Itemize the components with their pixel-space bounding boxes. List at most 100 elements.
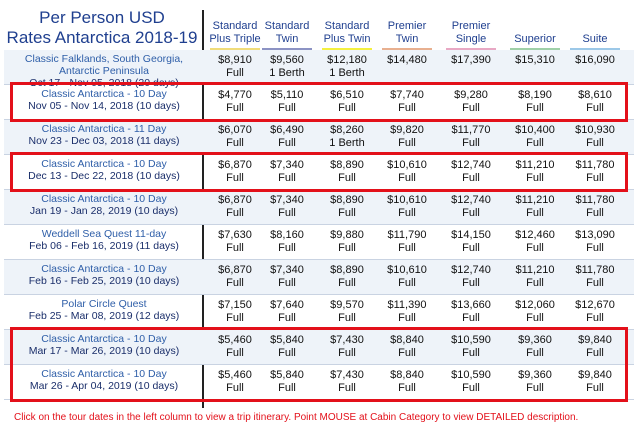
availability-status: Full	[586, 207, 604, 219]
price-cell: $14,150 Full	[442, 229, 500, 255]
price-cell: $8,190 Full	[506, 89, 564, 115]
tour-dates[interactable]: Feb 16 - Feb 25, 2019 (10 days)	[28, 275, 180, 287]
price-value: $16,090	[575, 54, 615, 66]
tour-link[interactable]: Classic Antarctica - 10 Day Nov 05 - Nov …	[8, 88, 200, 112]
tour-dates[interactable]: Dec 13 - Dec 22, 2018 (10 days)	[28, 170, 180, 182]
tour-name: Classic Antarctica - 10 Day	[41, 368, 167, 380]
tour-link[interactable]: Classic Antarctica - 10 Day Dec 13 - Dec …	[8, 158, 200, 182]
tour-dates[interactable]: Nov 05 - Nov 14, 2018 (10 days)	[28, 100, 180, 112]
tour-link[interactable]: Classic Antarctica - 10 Day Mar 17 - Mar …	[8, 333, 200, 357]
availability-status: Full	[226, 172, 244, 184]
cabin-category-header[interactable]: Superior	[506, 12, 564, 54]
tour-dates[interactable]: Nov 23 - Dec 03, 2018 (11 days)	[28, 135, 180, 147]
tour-dates[interactable]: Jan 19 - Jan 28, 2019 (10 days)	[29, 205, 179, 217]
tour-link[interactable]: Polar Circle Quest Feb 25 - Mar 08, 2019 …	[8, 298, 200, 322]
price-cell: $4,770 Full	[206, 89, 264, 115]
tour-link[interactable]: Classic Antarctica - 10 Day Mar 26 - Apr …	[8, 368, 200, 392]
price-cell: $9,840 Full	[566, 369, 624, 395]
availability-status: Full	[278, 242, 296, 254]
price-value: $12,740	[451, 159, 491, 171]
availability-status: Full	[586, 347, 604, 359]
tour-link[interactable]: Classic Antarctica - 10 Day Feb 16 - Feb …	[8, 263, 200, 287]
availability-status: Full	[398, 137, 416, 149]
price-value: $8,840	[390, 369, 424, 381]
availability-status: Full	[586, 172, 604, 184]
availability-status: Full	[226, 242, 244, 254]
tour-dates[interactable]: Mar 26 - Apr 04, 2019 (10 days)	[29, 380, 179, 392]
cabin-category-header[interactable]: Standard Twin	[258, 12, 316, 54]
cabin-category-header[interactable]: Premier Single	[442, 12, 500, 54]
price-cell: $10,610 Full	[378, 264, 436, 290]
cabin-category-header[interactable]: Standard Plus Twin	[318, 12, 376, 54]
table-row: Classic Antarctica - 11 Day Nov 23 - Dec …	[4, 120, 634, 155]
tour-dates[interactable]: Mar 17 - Mar 26, 2019 (10 days)	[28, 345, 180, 357]
cabin-category-header[interactable]: Suite	[566, 12, 624, 54]
table-row: Weddell Sea Quest 11-day Feb 06 - Feb 16,…	[4, 225, 634, 260]
price-value: $14,480	[387, 54, 427, 66]
availability-status: Full	[526, 312, 544, 324]
price-cell: $9,280 Full	[442, 89, 500, 115]
table-row: Classic Falklands, South Georgia, Antarc…	[4, 50, 634, 89]
price-cell: $13,090 Full	[566, 229, 624, 255]
price-value: $9,570	[330, 299, 364, 311]
cabin-category-label: Premier Single	[442, 20, 500, 46]
price-value: $10,400	[515, 124, 555, 136]
availability-status: Full	[278, 312, 296, 324]
price-cell: $5,460 Full	[206, 334, 264, 360]
price-value: $7,630	[218, 229, 252, 241]
price-value: $9,280	[454, 89, 488, 101]
availability-status: Full	[586, 137, 604, 149]
price-value: $7,340	[270, 264, 304, 276]
price-cell: $10,930 Full	[566, 124, 624, 150]
cabin-category-label-line1: Premier	[451, 20, 491, 32]
cabin-category-label-line1: Standard	[264, 20, 310, 32]
cabin-category-header[interactable]: Standard Plus Triple	[206, 12, 264, 54]
tour-name: Classic Antarctica - 10 Day	[41, 88, 167, 100]
price-cell: $12,740 Full	[442, 159, 500, 185]
tour-dates[interactable]: Feb 25 - Mar 08, 2019 (12 days)	[28, 310, 180, 322]
cabin-category-label-line2: Plus Triple	[209, 33, 261, 45]
price-cell: $14,480	[378, 54, 436, 67]
tour-link[interactable]: Weddell Sea Quest 11-day Feb 06 - Feb 16,…	[8, 228, 200, 252]
cabin-category-header[interactable]: Premier Twin	[378, 12, 436, 54]
tour-dates[interactable]: Feb 06 - Feb 16, 2019 (11 days)	[29, 240, 179, 252]
cabin-category-label-line2: Premier Twin	[387, 20, 427, 45]
table-row: Polar Circle Quest Feb 25 - Mar 08, 2019 …	[4, 295, 634, 330]
price-value: $12,740	[451, 264, 491, 276]
availability-status: Full	[398, 172, 416, 184]
table-row: Classic Antarctica - 10 Day Mar 17 - Mar …	[4, 330, 634, 365]
availability-status: Full	[278, 102, 296, 114]
price-value: $10,930	[575, 124, 615, 136]
price-value: $6,070	[218, 124, 252, 136]
price-cell: $11,210 Full	[506, 159, 564, 185]
tour-name: Classic Antarctica - 10 Day	[41, 193, 167, 205]
price-value: $8,890	[330, 194, 364, 206]
tour-link[interactable]: Classic Antarctica - 11 Day Nov 23 - Dec …	[8, 123, 200, 147]
price-cell: $9,560 1 Berth	[258, 54, 316, 80]
price-value: $4,770	[218, 89, 252, 101]
price-value: $7,640	[270, 299, 304, 311]
price-value: $8,890	[330, 159, 364, 171]
cabin-category-label-line1	[506, 20, 564, 33]
price-cell: $11,780 Full	[566, 194, 624, 220]
tour-link[interactable]: Classic Antarctica - 10 Day Jan 19 - Jan …	[8, 193, 200, 217]
price-value: $10,610	[387, 264, 427, 276]
availability-status: Full	[278, 172, 296, 184]
cabin-category-label-line2: Single	[455, 33, 487, 45]
price-value: $11,780	[575, 264, 615, 276]
availability-status: Full	[586, 102, 604, 114]
table-row: Classic Antarctica - 10 Day Dec 13 - Dec …	[4, 155, 634, 190]
availability-status: Full	[526, 242, 544, 254]
availability-status: Full	[526, 172, 544, 184]
cabin-category-label-line2: Twin	[275, 33, 299, 45]
price-cell: $9,880 Full	[318, 229, 376, 255]
title-line-1: Per Person USD	[39, 8, 165, 27]
price-cell: $12,180 1 Berth	[318, 54, 376, 80]
price-cell: $8,910 Full	[206, 54, 264, 80]
price-value: $11,780	[575, 159, 615, 171]
availability-status: Full	[338, 102, 356, 114]
price-cell: $8,160 Full	[258, 229, 316, 255]
price-cell: $11,780 Full	[566, 264, 624, 290]
price-cell: $7,630 Full	[206, 229, 264, 255]
